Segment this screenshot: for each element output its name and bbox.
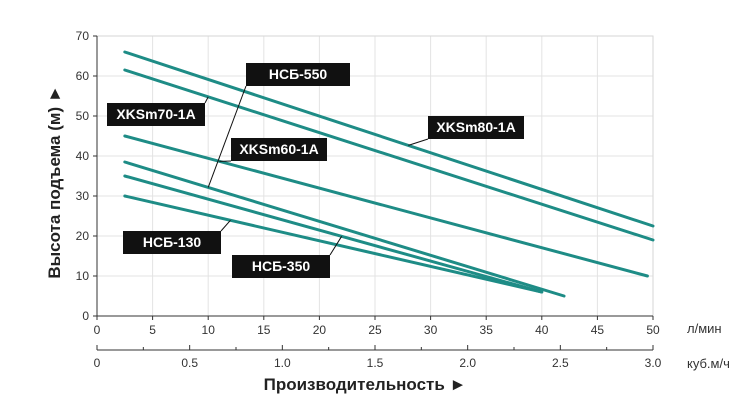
x-tick-label: 45 xyxy=(591,323,605,337)
y-tick-label: 0 xyxy=(82,309,89,323)
x2-tick-label: 2.0 xyxy=(459,356,476,370)
series-line xyxy=(123,174,544,294)
series-label-box xyxy=(246,63,350,86)
tick-labels: 0 10 20 30 40 50 60 70 0 5 10 15 20 25 30 35 40 45 50 0 0.5 1… xyxy=(76,29,662,370)
y-tick-label: 30 xyxy=(76,189,90,203)
y-tick-label: 60 xyxy=(76,69,90,83)
series-lines xyxy=(123,50,655,298)
x-tick-label: 25 xyxy=(368,323,382,337)
series-label-box xyxy=(428,116,524,139)
x2-tick-label: 1.0 xyxy=(274,356,291,370)
y-tick-label: 70 xyxy=(76,29,90,43)
series-line xyxy=(123,194,544,294)
x-tick-label: 15 xyxy=(257,323,271,337)
series-label: XKSm80-1A xyxy=(436,119,515,135)
x-axis-title: Производительность ► xyxy=(264,375,467,394)
series-labels: XKSm80-1A XKSm70-1A XKSm60-1A НСБ-550 НСБ-35… xyxy=(107,63,524,278)
x2-tick-label: 3.0 xyxy=(645,356,662,370)
series-label-box xyxy=(107,103,205,126)
x-unit-label: л/мин xyxy=(687,321,722,336)
x-tick-label: 50 xyxy=(646,323,660,337)
leader-line xyxy=(329,236,343,256)
x-tick-label: 40 xyxy=(535,323,549,337)
x-tick-label: 10 xyxy=(202,323,216,337)
x2-tick-label: 1.5 xyxy=(367,356,384,370)
x-tick-label: 30 xyxy=(424,323,438,337)
y-tick-label: 40 xyxy=(76,149,90,163)
series-line xyxy=(123,50,655,228)
series-label: XKSm60-1A xyxy=(239,141,318,157)
axes xyxy=(93,35,654,351)
series-label: XKSm70-1A xyxy=(116,106,195,122)
grid xyxy=(96,35,654,317)
series-label-box xyxy=(231,138,327,161)
x-tick-label: 35 xyxy=(480,323,494,337)
leader-line xyxy=(207,85,247,188)
series-line xyxy=(123,134,649,278)
x-tick-label: 20 xyxy=(313,323,327,337)
series-label: НСБ-550 xyxy=(269,66,328,82)
x-tick-label: 0 xyxy=(94,323,101,337)
y-tick-label: 20 xyxy=(76,229,90,243)
y-axis-title: Высота подъема (м) ► xyxy=(45,85,64,278)
y-tick-label: 50 xyxy=(76,109,90,123)
series-line xyxy=(123,68,655,242)
series-label: НСБ-350 xyxy=(252,258,311,274)
series-label: НСБ-130 xyxy=(143,234,202,250)
x2-tick-label: 0 xyxy=(94,356,101,370)
x2-tick-label: 0.5 xyxy=(181,356,198,370)
x2-tick-label: 2.5 xyxy=(552,356,569,370)
y-tick-label: 10 xyxy=(76,269,90,283)
x2-unit-label: куб.м/ч xyxy=(687,356,730,371)
leader-line xyxy=(220,219,231,232)
leader-line xyxy=(408,138,429,146)
leader-line xyxy=(204,96,209,104)
series-label-box xyxy=(123,231,221,254)
x-tick-label: 5 xyxy=(149,323,156,337)
series-line xyxy=(123,160,566,298)
series-label-box xyxy=(232,255,330,278)
